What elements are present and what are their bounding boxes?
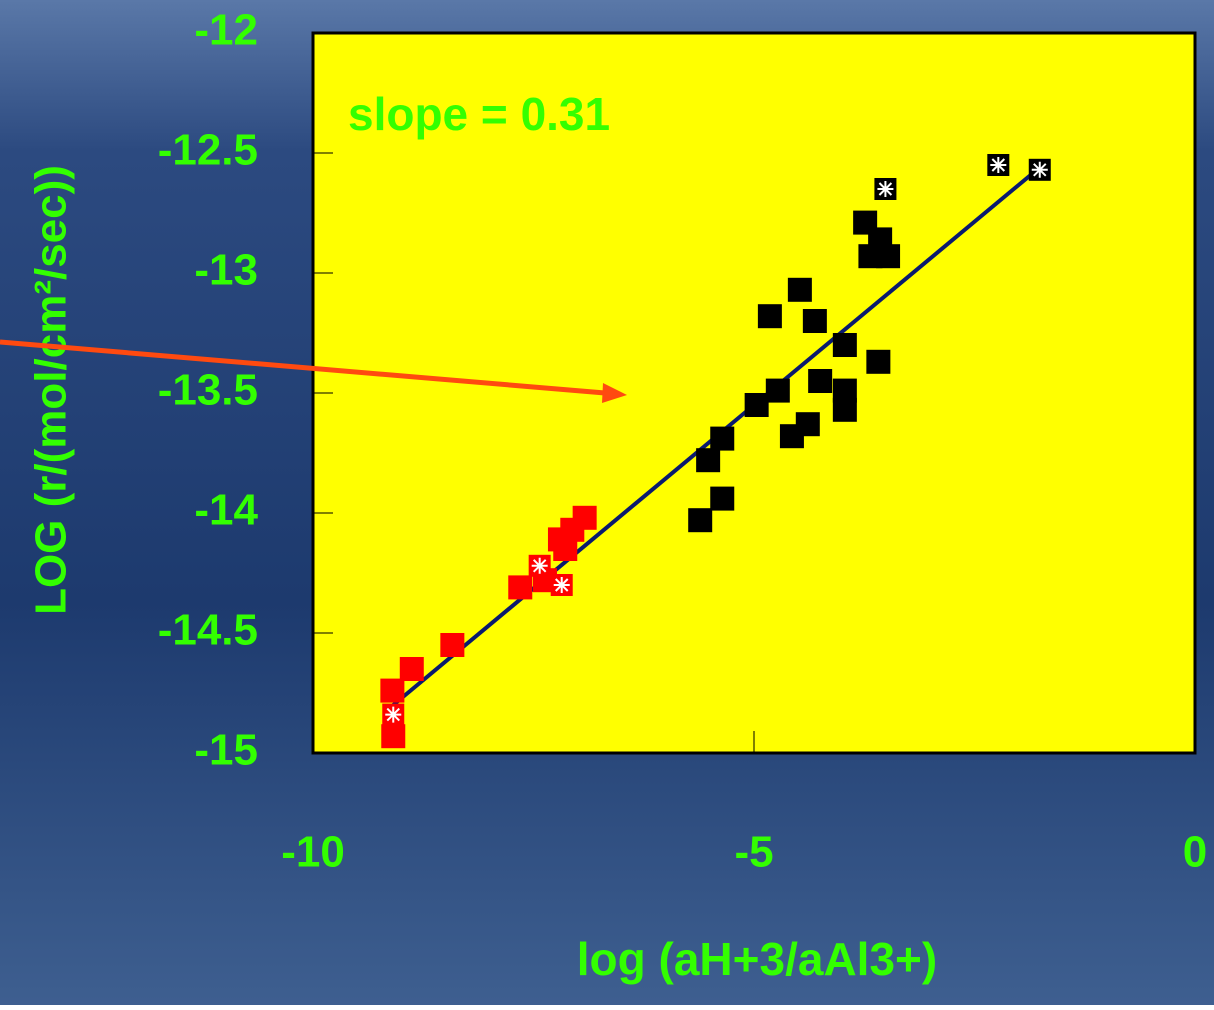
point (795, 412, 820, 437)
point (808, 369, 833, 393)
y-tick-label: -14.5 (158, 606, 258, 655)
y-tick-label: -15 (194, 726, 258, 775)
asterisk (553, 577, 570, 593)
x-tick-label: -5 (734, 828, 773, 877)
asterisk (877, 181, 894, 197)
point (744, 393, 769, 417)
y-tick-label: -12.5 (158, 126, 258, 175)
point (787, 277, 812, 302)
point (572, 505, 597, 530)
y-tick-label: -13 (194, 246, 258, 295)
asterisk (990, 157, 1007, 173)
marks (380, 154, 1051, 749)
point (802, 309, 827, 333)
point (710, 426, 735, 451)
arrow (0, 339, 606, 396)
point (832, 378, 857, 403)
asterisk (385, 706, 402, 723)
point (1028, 158, 1051, 181)
y-axis-label: LOG (r/(mol/cm²/sec)) (27, 165, 76, 615)
point (440, 633, 465, 657)
y-tick-label: -12 (194, 6, 258, 55)
point (874, 178, 897, 200)
y-tick-label: -13.5 (158, 366, 258, 415)
point (380, 678, 405, 703)
point (832, 333, 857, 357)
point (382, 703, 405, 726)
y-tick-label: -14 (194, 486, 258, 535)
x-tick-label: -10 (281, 828, 345, 877)
point (528, 554, 551, 577)
point (866, 349, 891, 374)
point (381, 724, 406, 749)
point (508, 575, 533, 600)
x-tick-label: 0 (1183, 828, 1207, 877)
point (553, 537, 578, 561)
arrow-head (602, 383, 627, 403)
point (757, 304, 782, 329)
asterisk (531, 557, 548, 574)
point (765, 378, 790, 403)
x-axis-label: log (aH+3/aAl3+) (577, 933, 937, 985)
point (399, 657, 424, 681)
asterisk (1031, 161, 1048, 178)
point (710, 486, 735, 511)
point (868, 227, 893, 252)
point (987, 154, 1010, 176)
point (688, 508, 713, 533)
point (696, 448, 721, 473)
point (550, 574, 573, 596)
annotation: slope = 0.31 (348, 88, 610, 140)
